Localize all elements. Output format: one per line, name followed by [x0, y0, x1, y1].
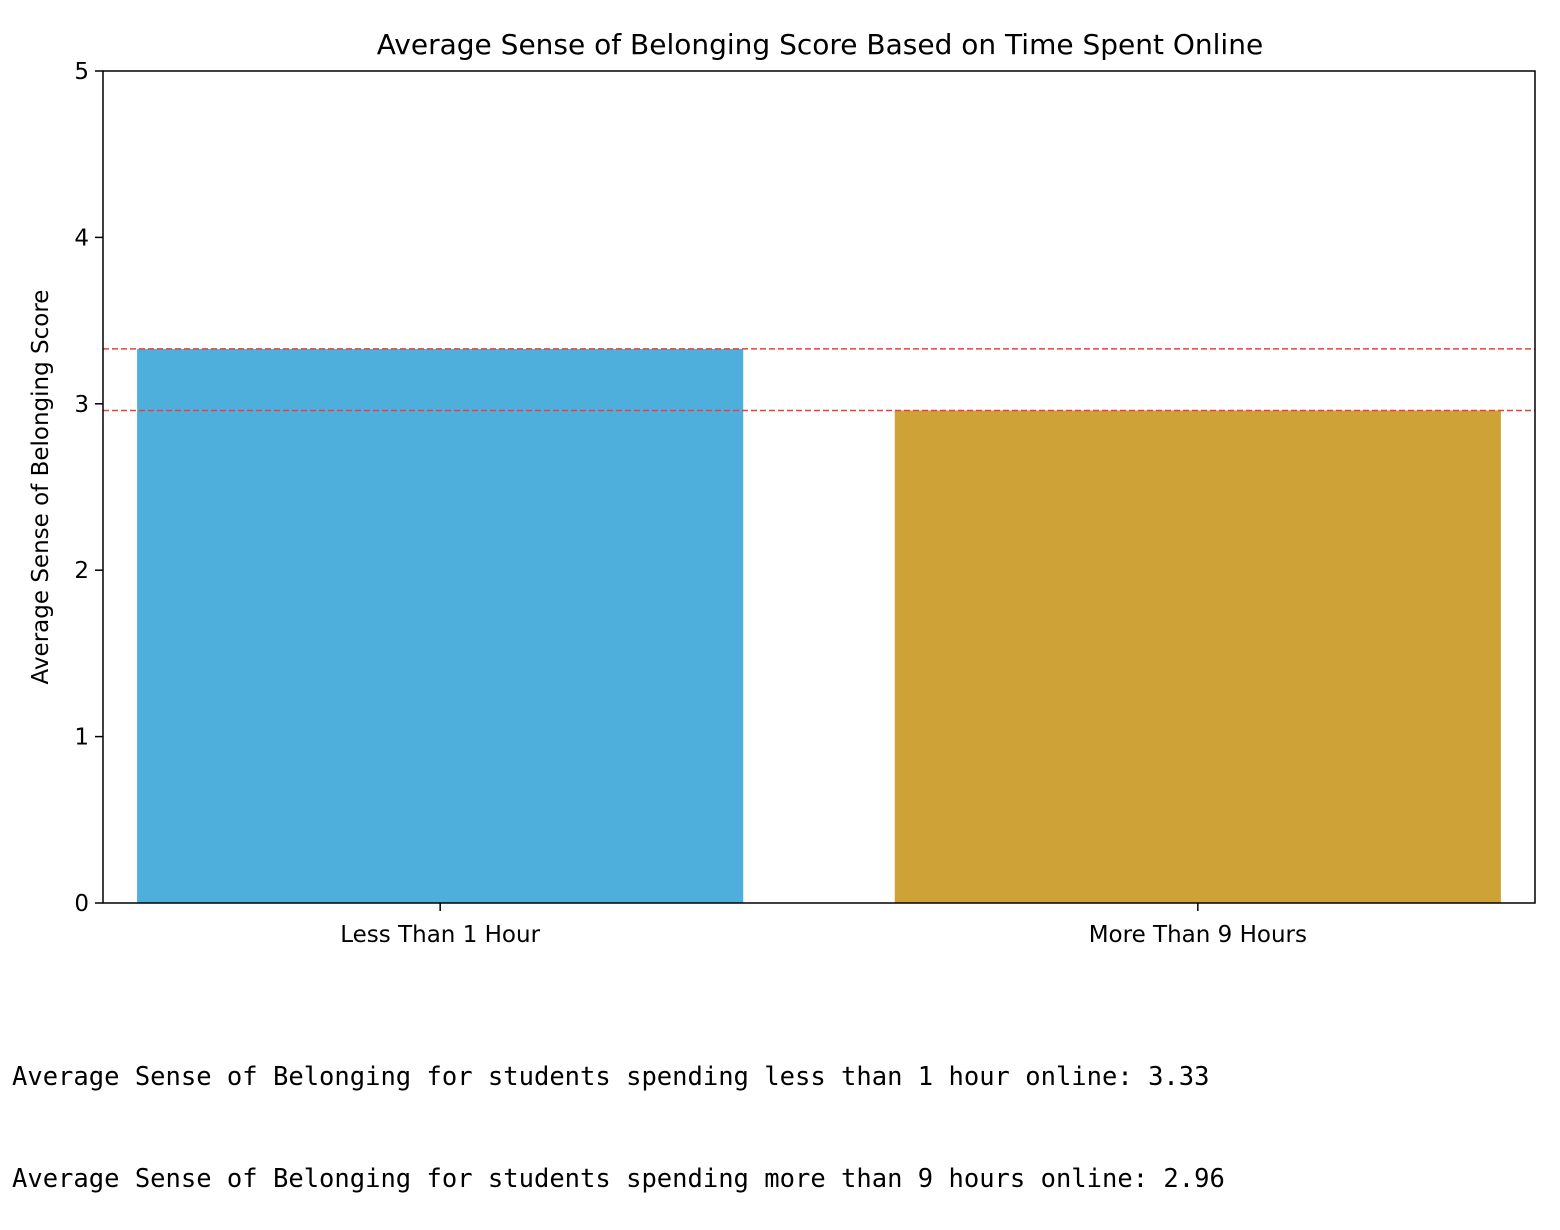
- y-tick-label-0: 0: [74, 891, 89, 917]
- plot-frame: [102, 70, 1536, 904]
- reference-lines-group: [103, 348, 1535, 412]
- y-tick-label-3: 3: [74, 392, 89, 418]
- y-tick-label-5: 5: [74, 59, 89, 85]
- chart-title: Average Sense of Belonging Score Based o…: [377, 28, 1263, 61]
- bar-less-than-1-hour: [137, 348, 744, 903]
- y-tick-label-4: 4: [74, 225, 89, 251]
- bar-more-than-9-hours: [894, 410, 1501, 903]
- output-line-less-than-1-hour: Average Sense of Belonging for students …: [12, 1062, 1210, 1092]
- x-axis-ticks: Less Than 1 Hour More Than 9 Hours: [340, 903, 1307, 948]
- console-output: Average Sense of Belonging for students …: [12, 992, 1225, 1230]
- bars-group: [137, 348, 1501, 903]
- y-axis-label: Average Sense of Belonging Score: [28, 290, 54, 685]
- y-tick-label-1: 1: [74, 725, 89, 751]
- bar-chart: Average Sense of Belonging Score Based o…: [28, 28, 1536, 948]
- x-tick-label-2: More Than 9 Hours: [1089, 922, 1307, 948]
- x-tick-label-1: Less Than 1 Hour: [340, 922, 540, 948]
- output-line-more-than-9-hours: Average Sense of Belonging for students …: [12, 1164, 1225, 1194]
- y-axis-ticks: 0 1 2 3 4 5: [74, 59, 103, 917]
- y-tick-label-2: 2: [74, 558, 89, 584]
